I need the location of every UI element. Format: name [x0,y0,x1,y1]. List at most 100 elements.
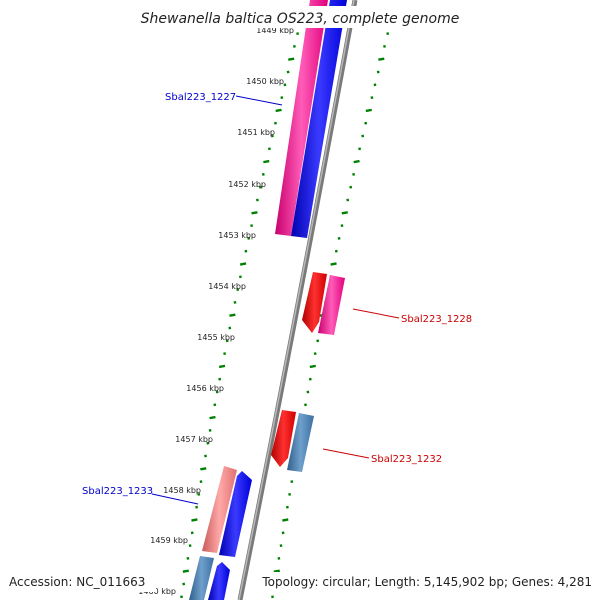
outer-track-tick [304,403,307,407]
inner-track-tick [186,557,190,560]
gene-block-steel-1232 [287,413,314,472]
gene-block-steel-bottom [189,556,214,600]
inner-track-tick [274,121,277,125]
outer-track-tick [376,70,380,74]
outer-track-tick [364,121,368,125]
tick-label: 1457 kbp [175,435,213,444]
gene-block-magenta-top [275,0,328,236]
inner-track-tick [296,32,299,35]
tick-label: 1450 kbp [246,77,284,86]
inner-track-tick [228,326,232,330]
leader-line-1227 [235,95,283,106]
outer-track-tick [334,249,338,253]
inner-track-tick [213,403,217,407]
leader-line-1232 [322,448,370,459]
inner-track-tick [225,339,229,343]
inner-track-tick [261,173,265,176]
inner-track-tick [188,544,192,547]
outer-track-tick [386,32,390,35]
outer-track-tick [365,108,372,113]
inner-track-tick [208,429,212,432]
outer-track-tick [352,173,355,176]
title-backdrop [140,6,458,28]
outer-track-tick [340,224,344,227]
inner-track-tick [263,159,270,164]
outer-track-tick [341,211,348,215]
inner-track-tick [182,582,186,586]
inner-track-tick [204,454,207,458]
gene-block-red-1232 [271,410,296,467]
genome-backbone-highlight [238,0,355,600]
tick-labels: 1449 kbp 1450 kbp 1451 kbp 1452 kbp 1453… [138,26,294,596]
accession-text: Accession: NC_011663 [9,575,145,589]
tick-label: 1451 kbp [237,128,275,137]
gene-block-blue-bottom [208,562,230,600]
inner-track-tick [190,531,194,535]
inner-track-tick [199,480,203,483]
inner-track-tick [271,134,274,138]
topology-text: Topology: circular; Length: 5,145,902 bp… [261,575,592,589]
inner-track-tick [209,415,216,420]
map-title: Shewanella baltica OS223, complete genom… [141,11,460,27]
gene-block-red-1228 [302,272,327,333]
outer-track-tick [309,364,316,369]
tick-label: 1452 kbp [228,180,266,189]
gene-block-magenta-1228 [318,275,345,335]
inner-track-tick [236,288,240,291]
inner-track-tick [259,185,262,189]
inner-track-tick [239,275,242,279]
inner-track-tick [200,467,207,471]
outer-track-tick [308,377,312,381]
outer-track-tick [316,339,320,343]
outer-track-tick [358,147,361,151]
outer-track-tick [330,262,337,266]
inner-track-tick [215,390,219,394]
gene-block-blue-1233 [219,471,252,557]
inner-track-tick [286,70,290,74]
tick-label: 1456 kbp [186,384,224,393]
outer-track-tick [286,505,289,509]
tick-label: 1454 kbp [208,282,246,291]
tick-label: 1453 kbp [218,231,256,240]
outer-track-tick [279,544,283,547]
inner-track-tick [206,441,210,445]
inner-track-tick [180,595,183,599]
inner-track-tick [182,569,189,573]
outer-track-tick [383,45,386,48]
genome-backbone [237,0,358,600]
tick-label: 1458 kbp [163,486,201,495]
tick-label: 1449 kbp [256,26,294,35]
gene-label-1232[interactable]: Sbal223_1232 [371,454,442,465]
gene-label-1228[interactable]: Sbal223_1228 [401,314,472,325]
outer-track-tick [337,237,341,240]
outer-track-tick [277,557,281,560]
gene-block-blue-top [291,0,347,238]
inner-track-tick [218,377,222,381]
outer-track-tick [373,83,377,87]
outer-track-tick [378,57,385,61]
inner-track-tick [223,352,226,355]
outer-track-tick [306,390,310,394]
tick-label: 1459 kbp [150,536,188,545]
inner-track-tick [283,83,287,87]
inner-track-tick [250,224,253,227]
inner-track-tick [280,96,284,99]
footer-left-backdrop [4,572,156,592]
gene-block-salmon-1233 [202,466,237,553]
inner-track-tick [218,364,226,369]
inner-track-tick [247,237,251,240]
outer-track-tick [353,159,360,164]
gene-label-1227[interactable]: Sbal223_1227 [165,92,236,103]
footer-right-backdrop [256,572,596,592]
leader-line-1228 [352,308,400,319]
inner-track-tick [195,505,198,509]
tick-label: 1455 kbp [197,333,235,342]
inner-track-tick [229,313,236,317]
outer-track-tick [349,185,353,189]
inner-track-tick [233,301,237,304]
inner-track-tick [275,108,282,113]
gene-label-1233[interactable]: Sbal223_1233 [82,486,153,497]
outer-track-tick [346,198,350,202]
inner-track-tick [191,518,198,522]
